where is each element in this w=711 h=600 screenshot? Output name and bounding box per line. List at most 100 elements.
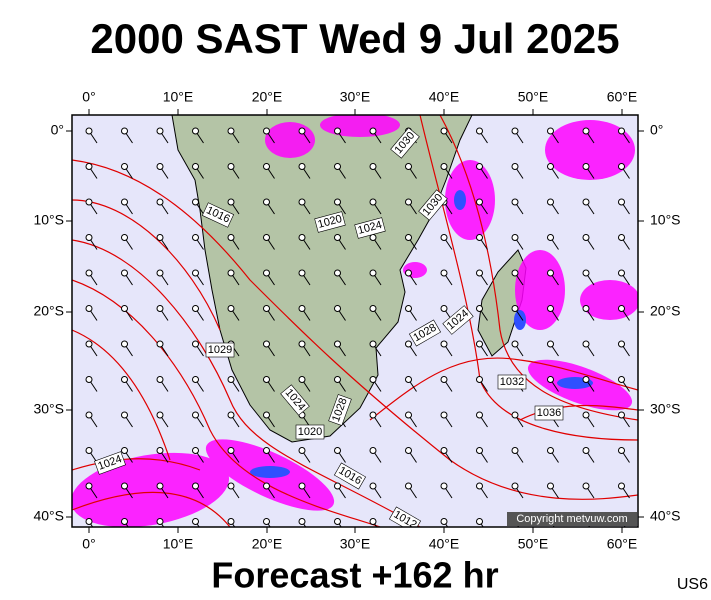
isobar-label-box bbox=[534, 405, 564, 421]
station bbox=[263, 234, 270, 241]
station bbox=[334, 376, 341, 383]
labels: 0° 10°E 20°E 30°E 40°E 50°E 60°E 0° 10°E 20°E 30°E… bbox=[33, 89, 680, 552]
station bbox=[405, 234, 412, 241]
station bbox=[440, 518, 448, 525]
isobar-label: 1028 bbox=[328, 394, 352, 426]
bottom-tick-label: 0° bbox=[82, 536, 95, 552]
station bbox=[227, 269, 235, 277]
station bbox=[156, 234, 164, 241]
station bbox=[227, 447, 235, 454]
station bbox=[85, 411, 93, 419]
station bbox=[85, 518, 93, 525]
station bbox=[121, 482, 128, 490]
station bbox=[156, 447, 164, 454]
station bbox=[227, 234, 235, 241]
station bbox=[547, 234, 554, 241]
station bbox=[369, 376, 377, 383]
station bbox=[334, 305, 341, 312]
isobar-label-box bbox=[442, 305, 474, 335]
station bbox=[476, 305, 483, 312]
station bbox=[263, 482, 270, 490]
station bbox=[476, 340, 483, 348]
station bbox=[511, 447, 519, 454]
top-tick-label: 40°E bbox=[429, 89, 460, 105]
station bbox=[582, 447, 590, 454]
right-tick-label: 30°S bbox=[650, 401, 681, 417]
station bbox=[121, 269, 128, 277]
isobar-label-box bbox=[94, 451, 126, 475]
station bbox=[476, 163, 483, 170]
station bbox=[440, 305, 448, 312]
station bbox=[121, 340, 128, 348]
station bbox=[405, 411, 412, 419]
station bbox=[511, 127, 519, 135]
station bbox=[85, 269, 93, 277]
isobar-label-text: 1020 bbox=[298, 426, 322, 438]
left-tick-label: 20°S bbox=[33, 303, 64, 319]
station bbox=[298, 198, 306, 206]
station bbox=[192, 376, 199, 383]
station bbox=[618, 305, 625, 312]
station bbox=[85, 305, 93, 312]
station bbox=[369, 269, 377, 277]
station bbox=[440, 447, 448, 454]
station bbox=[334, 518, 341, 525]
copyright-box bbox=[507, 512, 637, 526]
left-tick-label: 0° bbox=[51, 122, 64, 138]
isobar-label: 1032 bbox=[497, 374, 527, 390]
station bbox=[227, 163, 235, 170]
station bbox=[263, 163, 270, 170]
station bbox=[156, 340, 164, 348]
station bbox=[227, 198, 235, 206]
station bbox=[156, 305, 164, 312]
isobar-label-box bbox=[295, 424, 325, 440]
station bbox=[121, 234, 128, 241]
station bbox=[476, 482, 483, 490]
station bbox=[511, 482, 519, 490]
station bbox=[547, 376, 554, 383]
station bbox=[369, 340, 377, 348]
station bbox=[618, 376, 625, 383]
station bbox=[618, 163, 625, 170]
station bbox=[298, 305, 306, 312]
station bbox=[192, 163, 199, 170]
station bbox=[156, 269, 164, 277]
isobar-label-box bbox=[418, 189, 448, 221]
station bbox=[582, 269, 590, 277]
station bbox=[405, 482, 412, 490]
station bbox=[121, 376, 128, 383]
station bbox=[263, 518, 270, 525]
isobar-label: 1024 bbox=[354, 217, 386, 239]
station bbox=[121, 518, 128, 525]
isobar-label-box bbox=[333, 462, 367, 490]
heavy-precipitation bbox=[250, 190, 593, 478]
top-tick-label: 10°E bbox=[163, 89, 194, 105]
station bbox=[582, 234, 590, 241]
top-tick-label: 50°E bbox=[518, 89, 549, 105]
station bbox=[156, 411, 164, 419]
station bbox=[192, 340, 199, 348]
station bbox=[618, 198, 625, 206]
station bbox=[334, 163, 341, 170]
station bbox=[263, 376, 270, 383]
station bbox=[369, 305, 377, 312]
station bbox=[369, 234, 377, 241]
station bbox=[334, 198, 341, 206]
station bbox=[85, 234, 93, 241]
station bbox=[405, 198, 412, 206]
station bbox=[476, 234, 483, 241]
station bbox=[192, 234, 199, 241]
station bbox=[121, 411, 128, 419]
station bbox=[440, 340, 448, 348]
station bbox=[192, 447, 199, 454]
isobar-label: 1030 bbox=[390, 127, 420, 159]
station bbox=[263, 305, 270, 312]
station bbox=[369, 198, 377, 206]
station bbox=[440, 482, 448, 490]
station bbox=[121, 127, 128, 135]
isobar-label-box bbox=[354, 217, 386, 239]
station bbox=[476, 127, 483, 135]
station bbox=[405, 340, 412, 348]
station bbox=[582, 376, 590, 383]
